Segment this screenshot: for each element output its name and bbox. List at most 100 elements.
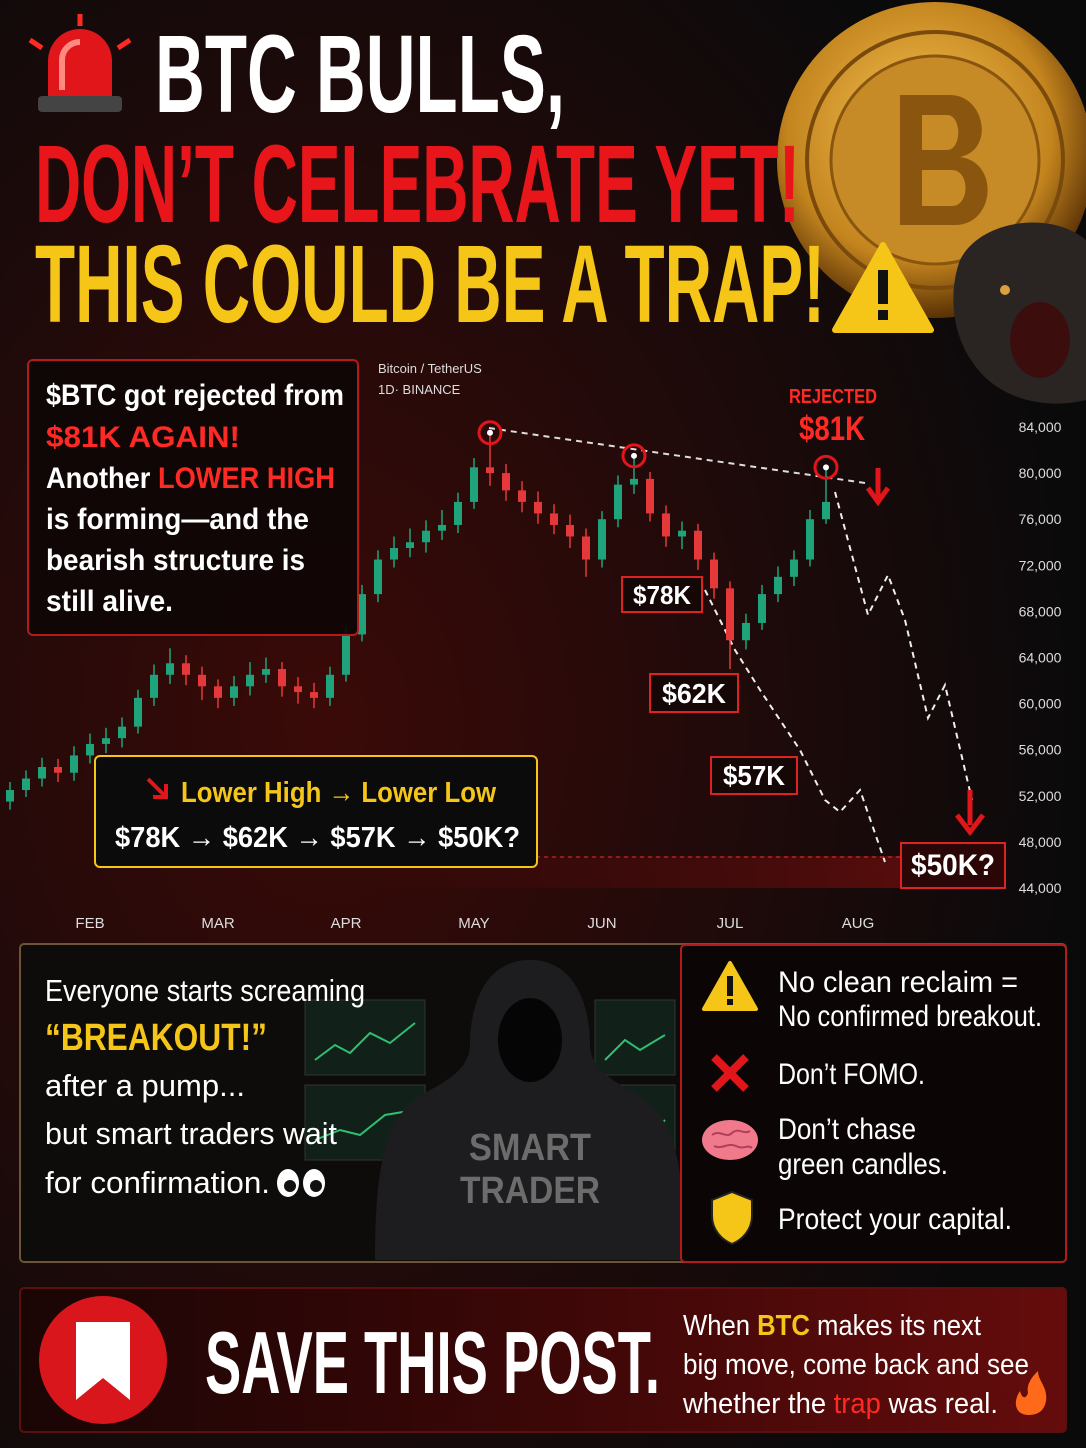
candle-body bbox=[534, 501, 542, 514]
candle-body bbox=[806, 519, 814, 560]
warning-icon bbox=[832, 242, 934, 333]
rejection-dot bbox=[823, 464, 829, 471]
candle-body bbox=[422, 530, 430, 543]
intro-text: Another bbox=[46, 462, 158, 495]
price-label-text: $50K? bbox=[911, 849, 995, 882]
x-tick-label: MAR bbox=[201, 915, 235, 932]
candle-body bbox=[710, 559, 718, 589]
x-tick-label: FEB bbox=[75, 915, 104, 932]
intro-line: bearish structure is bbox=[46, 544, 305, 577]
story-line: for confirmation. bbox=[45, 1165, 270, 1200]
rule-text: Don’t chase bbox=[778, 1113, 916, 1146]
rule-text: Don’t FOMO. bbox=[778, 1058, 925, 1091]
candle-body bbox=[822, 501, 830, 520]
candle-body bbox=[134, 697, 142, 727]
rule-text: Protect your capital. bbox=[778, 1203, 1012, 1236]
rule-text: No confirmed breakout. bbox=[778, 1000, 1042, 1033]
price-label-text: $57K bbox=[723, 760, 785, 791]
candle-body bbox=[486, 467, 494, 474]
trader-illustration bbox=[304, 960, 685, 1260]
rejection-dot bbox=[631, 452, 637, 459]
hoodie-text: TRADER bbox=[460, 1170, 600, 1212]
x-tick-label: AUG bbox=[842, 915, 875, 932]
candle-body bbox=[774, 576, 782, 595]
down-arrow bbox=[865, 468, 891, 507]
candle-body bbox=[582, 536, 590, 560]
projection-path bbox=[704, 589, 886, 863]
down-arrow bbox=[955, 790, 985, 837]
brain-icon bbox=[702, 1120, 758, 1160]
candle-body bbox=[22, 778, 30, 791]
cta-highlight: trap bbox=[834, 1388, 881, 1420]
y-tick-label: 72,000 bbox=[1019, 557, 1062, 573]
annotation: $81K bbox=[799, 410, 865, 448]
candle-body bbox=[390, 548, 398, 560]
rules-box bbox=[680, 944, 1067, 1263]
eyes-icon bbox=[277, 1169, 325, 1197]
candle-body bbox=[550, 513, 558, 525]
cta-line: whether the trap was real. bbox=[682, 1388, 998, 1420]
candle-body bbox=[182, 663, 190, 675]
cta-text: When bbox=[683, 1310, 757, 1342]
warning-icon bbox=[702, 961, 758, 1011]
headline: THIS COULD BE A TRAP! bbox=[35, 223, 825, 346]
summary-title: Lower High → Lower Low bbox=[181, 777, 496, 809]
y-tick-label: 84,000 bbox=[1019, 419, 1062, 435]
x-tick-label: JUN bbox=[587, 915, 616, 932]
candle-body bbox=[566, 524, 574, 537]
summary-box bbox=[94, 755, 538, 868]
story-line: but smart traders wait bbox=[45, 1116, 337, 1151]
chart: Bitcoin / TetherUS 1D· BINANCE REJECTED … bbox=[6, 361, 1062, 932]
price-label-text: $78K bbox=[633, 580, 691, 610]
candle-body bbox=[438, 524, 446, 531]
shield-icon bbox=[711, 1190, 753, 1246]
candle-body bbox=[454, 501, 462, 525]
story-line: after a pump... bbox=[45, 1068, 245, 1103]
candle-body bbox=[38, 766, 46, 779]
candle-body bbox=[518, 490, 526, 502]
candle-body bbox=[326, 674, 334, 698]
x-icon bbox=[711, 1054, 749, 1092]
candle-body bbox=[214, 686, 222, 698]
arrow-icon bbox=[146, 777, 168, 799]
candle-body bbox=[342, 634, 350, 675]
price-label-text: $62K bbox=[662, 678, 726, 709]
y-tick-label: 68,000 bbox=[1019, 603, 1062, 619]
candle-body bbox=[230, 686, 238, 698]
candle-body bbox=[198, 674, 206, 687]
story-line: “BREAKOUT!” bbox=[45, 1017, 267, 1059]
rejection-marker bbox=[813, 454, 839, 480]
chart-title: Bitcoin / TetherUS bbox=[378, 361, 482, 376]
candle-body bbox=[662, 513, 670, 537]
candle-body bbox=[262, 669, 270, 675]
candle-body bbox=[726, 588, 734, 641]
candle-body bbox=[630, 478, 638, 485]
fire-icon bbox=[1015, 1371, 1047, 1415]
cta-line: big move, come back and see bbox=[683, 1349, 1029, 1381]
story-line: Everyone starts screaming bbox=[45, 973, 365, 1008]
headline: BTC BULLS, bbox=[155, 13, 565, 136]
candle-body bbox=[742, 622, 750, 641]
rejection-dot bbox=[487, 429, 493, 436]
intro-line: is forming—and the bbox=[46, 503, 309, 536]
rejection-marker bbox=[621, 443, 647, 469]
candle-body bbox=[6, 790, 14, 802]
projection-path bbox=[834, 491, 973, 801]
resistance-line bbox=[488, 427, 866, 484]
candle-body bbox=[70, 755, 78, 773]
headline: DON’T CELEBRATE YET! bbox=[35, 123, 800, 246]
candle-body bbox=[614, 484, 622, 520]
candle-body bbox=[694, 530, 702, 560]
price-label: $62K bbox=[649, 673, 739, 713]
rule-text: green candles. bbox=[778, 1148, 948, 1181]
y-tick-label: 48,000 bbox=[1019, 834, 1062, 850]
y-tick-label: 52,000 bbox=[1019, 788, 1062, 804]
candle-body bbox=[502, 473, 510, 491]
candle-body bbox=[118, 726, 126, 739]
intro-line: still alive. bbox=[46, 585, 173, 618]
candle-body bbox=[374, 559, 382, 595]
candle-body bbox=[150, 674, 158, 698]
candle-body bbox=[406, 542, 414, 549]
bear bbox=[953, 222, 1086, 404]
